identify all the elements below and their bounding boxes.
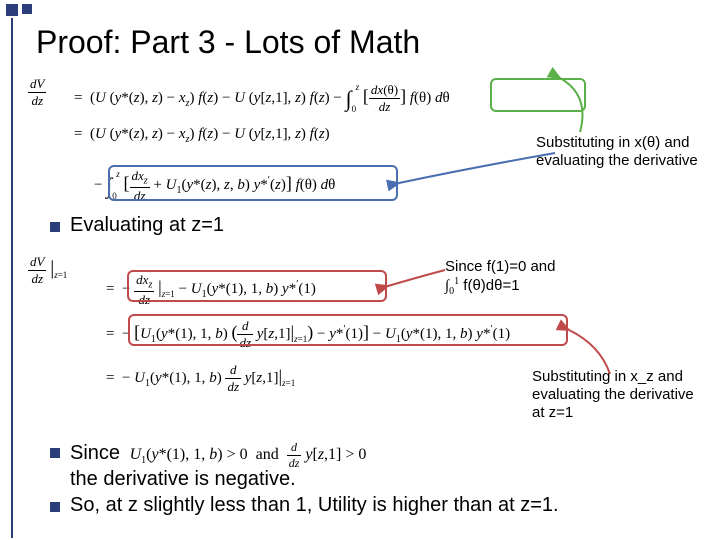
eq1-line1: = (U (y*(z), z) − xz) f(z) − U (y[z,1], …	[74, 82, 450, 115]
bullet-icon	[50, 502, 60, 512]
bullet-eval-z1: Evaluating at z=1	[70, 214, 224, 237]
eq1-line2: = (U (y*(z), z) − xz) f(z) − U (y[z,1], …	[74, 126, 330, 145]
highlight-box-red-b	[128, 314, 568, 346]
eq2-lhs: dVdz |z=1	[28, 254, 67, 287]
highlight-box-blue	[108, 165, 398, 201]
annotation-substituting-xz: Substituting in x_z and evaluating the d…	[532, 368, 707, 422]
bullet-icon	[50, 222, 60, 232]
annotation-since-f1: Since f(1)=0 and ∫01 ∫₀¹ f(θ)dθ=1f(θ)dθ=…	[445, 258, 556, 298]
bullet-icon	[50, 448, 60, 458]
slide-title: Proof: Part 3 - Lots of Math	[36, 24, 420, 61]
eq2-line3: = − U1(y*(1), 1, b) ddz y[z,1]|z=1	[106, 362, 295, 395]
bullet-conclusion: So, at z slightly less than 1, Utility i…	[70, 494, 700, 517]
highlight-box-red-a	[127, 270, 387, 302]
bullet-since-post: the derivative is negative.	[70, 468, 296, 491]
slide-decoration	[0, 0, 28, 540]
bullet-since: Since U1(y*(1), 1, b) > 0 and ddz y[z,1]…	[70, 440, 366, 471]
eq1-lhs: dVdz	[28, 76, 46, 109]
annotation-substituting-xtheta: Substituting in x(θ) and evaluating the …	[536, 134, 706, 170]
highlight-box-green	[490, 78, 586, 112]
